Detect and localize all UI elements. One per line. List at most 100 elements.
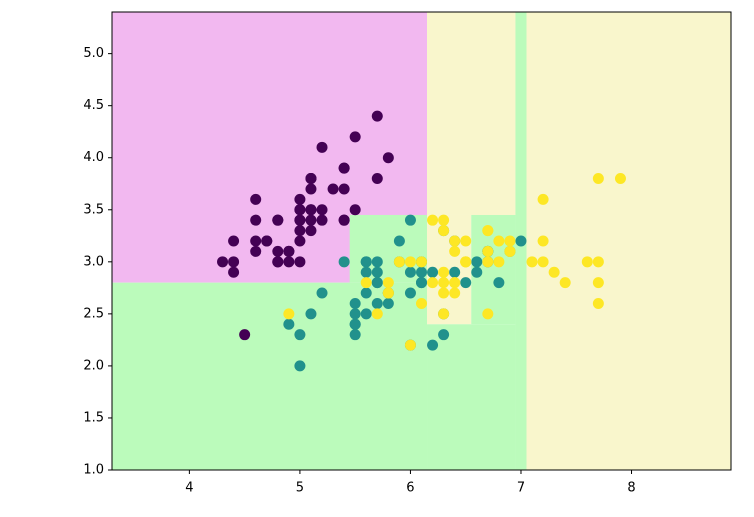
point — [438, 329, 450, 341]
point — [239, 329, 251, 341]
point — [382, 287, 394, 299]
point — [482, 308, 494, 320]
point — [526, 256, 538, 268]
plot-frame — [111, 11, 732, 471]
point — [482, 256, 494, 268]
point — [438, 225, 450, 237]
point — [371, 256, 383, 268]
point — [272, 256, 284, 268]
point — [592, 297, 604, 309]
point — [283, 256, 295, 268]
point — [283, 318, 295, 330]
point — [537, 235, 549, 247]
point — [382, 277, 394, 289]
point — [460, 235, 472, 247]
y-tick-label: 4.5 — [83, 98, 104, 113]
point — [294, 329, 306, 341]
point — [305, 183, 317, 195]
point — [592, 256, 604, 268]
y-tick-label: 1.5 — [83, 410, 104, 425]
y-tick-label: 4.0 — [83, 150, 104, 165]
point — [371, 297, 383, 309]
point — [294, 204, 306, 216]
point — [416, 266, 427, 278]
point — [581, 256, 593, 268]
x-tick-label: 5 — [296, 481, 304, 496]
point — [537, 256, 549, 268]
point — [504, 235, 516, 247]
x-tick-label: 6 — [406, 481, 414, 496]
point — [327, 183, 339, 195]
point — [250, 235, 262, 247]
point — [515, 235, 527, 247]
point — [261, 235, 273, 247]
point — [404, 214, 416, 226]
x-tick-label: 8 — [627, 481, 635, 496]
point — [338, 162, 350, 174]
point — [438, 308, 450, 320]
point — [548, 266, 560, 278]
point — [250, 214, 262, 226]
point — [316, 204, 328, 216]
point — [338, 214, 350, 226]
x-tick-label: 7 — [517, 481, 525, 496]
point — [250, 193, 262, 205]
point — [427, 266, 439, 278]
decision-region — [427, 324, 516, 470]
point — [382, 152, 394, 164]
point — [427, 339, 439, 351]
point — [371, 266, 383, 278]
point — [283, 308, 295, 320]
point — [438, 277, 450, 289]
point — [493, 277, 505, 289]
point — [427, 277, 439, 289]
x-tick-label: 4 — [185, 481, 193, 496]
point — [316, 287, 328, 299]
point — [294, 256, 306, 268]
point — [438, 266, 450, 278]
point — [449, 245, 461, 257]
point — [349, 131, 361, 143]
point — [228, 235, 240, 247]
point — [482, 245, 494, 257]
point — [349, 204, 361, 216]
point — [427, 214, 439, 226]
point — [371, 277, 383, 289]
point — [349, 329, 361, 341]
point — [305, 225, 317, 237]
point — [438, 214, 450, 226]
point — [471, 256, 483, 268]
point — [360, 256, 372, 268]
point — [404, 256, 416, 268]
point — [217, 256, 229, 268]
point — [592, 277, 604, 289]
point — [493, 256, 505, 268]
point — [460, 256, 472, 268]
point — [294, 225, 306, 237]
point — [338, 256, 350, 268]
point — [294, 214, 306, 226]
point — [493, 235, 505, 247]
point — [449, 266, 461, 278]
point — [305, 308, 317, 320]
point — [305, 214, 317, 226]
point — [382, 297, 394, 309]
point — [614, 173, 626, 185]
point — [360, 266, 372, 278]
point — [537, 193, 549, 205]
point — [250, 245, 262, 257]
point — [393, 235, 405, 247]
point — [371, 110, 383, 122]
point — [360, 308, 372, 320]
y-tick-label: 3.5 — [83, 202, 104, 217]
point — [449, 277, 461, 289]
point — [228, 256, 240, 268]
decision-region — [427, 12, 516, 215]
point — [360, 277, 372, 289]
point — [559, 277, 571, 289]
point — [338, 183, 350, 195]
point — [283, 245, 295, 257]
point — [449, 287, 461, 299]
y-tick-label: 3.0 — [83, 254, 104, 269]
